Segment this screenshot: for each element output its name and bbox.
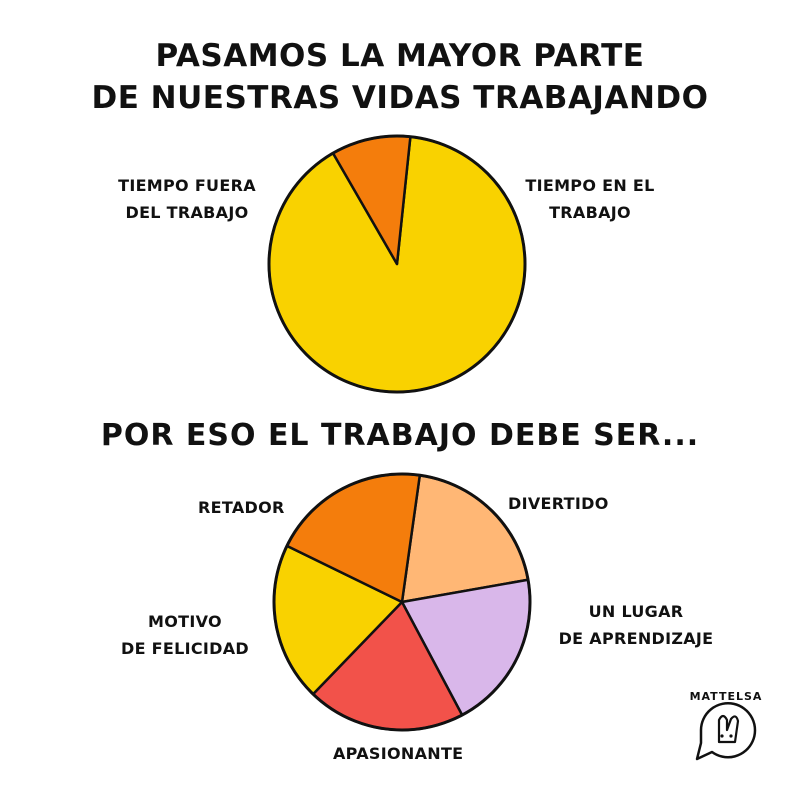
pie-outline: [272, 472, 532, 732]
pie-outline: [267, 134, 527, 394]
logo: MATTELSA: [690, 690, 763, 761]
subtitle: POR ESO EL TRABAJO DEBE SER...: [100, 418, 700, 453]
rabbit-speech-bubble-icon: [695, 702, 757, 761]
label-tiempo-fuera: TIEMPO FUERA DEL TRABAJO: [118, 176, 256, 222]
pie-chart-1: [267, 134, 527, 394]
label-tiempo-en: TIEMPO EN EL TRABAJO: [525, 176, 655, 222]
label-divertido: DIVERTIDO: [508, 494, 609, 513]
pie-chart-2: [272, 472, 532, 732]
label-un-lugar: UN LUGAR DE APRENDIZAJE: [558, 602, 714, 648]
label-apasionante: APASIONANTE: [333, 744, 464, 763]
logo-text: MATTELSA: [690, 690, 763, 703]
label-motivo: MOTIVO DE FELICIDAD: [120, 612, 250, 658]
title-line-2: DE NUESTRAS VIDAS TRABAJANDO: [91, 80, 709, 116]
title-line-1: PASAMOS LA MAYOR PARTE: [155, 38, 645, 74]
label-retador: RETADOR: [198, 498, 285, 517]
